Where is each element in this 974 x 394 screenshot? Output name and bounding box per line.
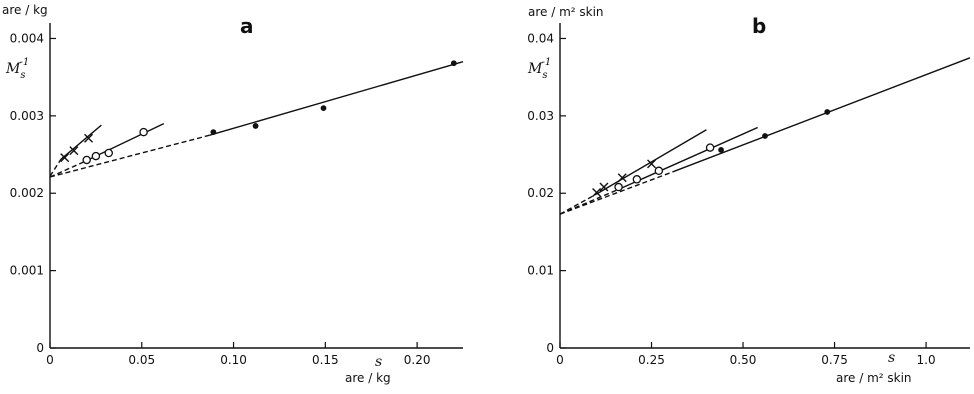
panel-b-cross-extrapolation-line: [559, 193, 597, 215]
panel-b-filled-dot-marker: [824, 109, 831, 115]
panel-b-letter: b: [752, 14, 766, 38]
panel-b-open-circle-marker: [654, 166, 664, 176]
panel-a-y-tick-label: 0: [36, 341, 44, 355]
panel-a-cross-marker: [69, 146, 79, 156]
panel-b-y-tick-label: 0.04: [527, 31, 554, 45]
panel-a-x-tick-label: 0.10: [220, 353, 247, 367]
cross-stroke: [69, 146, 79, 156]
panel-a-open-circle-marker: [91, 151, 101, 161]
panel-b-y-var-sup: -1: [541, 57, 551, 68]
panel-b-cross-marker: [617, 173, 627, 183]
panel-a-filled-dot-marker: [320, 105, 327, 112]
panel-a-y-var-sup: -1: [19, 57, 29, 68]
panel-b-x-tick-label: 0.75: [821, 353, 848, 367]
panel-b-cross-marker: [599, 182, 609, 192]
panel-b-y-tick-label: 0.02: [527, 186, 554, 200]
panel-a-x-unit: are / kg: [345, 371, 391, 385]
cross-stroke: [599, 182, 609, 192]
panel-a-filled-dot-marker: [450, 60, 457, 67]
cross-stroke: [617, 173, 627, 183]
panel-b-open-circle-fit-line: [618, 126, 758, 191]
panel-a-y-tick-label: 0.001: [10, 264, 44, 278]
panel-b-y-var-main: M: [527, 61, 543, 77]
panel-b-open-circle-marker: [705, 143, 715, 152]
panel-b-x-unit: are / m² skin: [836, 371, 912, 385]
panel-a-y-tick-label: 0.002: [10, 186, 44, 200]
panel-b-filled-dot-marker: [718, 147, 724, 153]
panel-a-letter: a: [240, 14, 254, 38]
panel-b-y-variable: Ms -1: [527, 57, 551, 81]
panel-a-cross-fit-line: [60, 124, 102, 160]
panel-a-filled-dot-marker: [252, 123, 259, 129]
panel-b-filled-dot-fit-line: [673, 57, 971, 173]
panel-b-y-tick-label: 0.03: [527, 109, 554, 123]
panel-a-filled-dot-marker: [210, 129, 217, 136]
panel-b-x-tick-label: 0.50: [730, 353, 757, 367]
panel-a-y-tick-label: 0.004: [10, 31, 44, 45]
panel-a-x-tick-label: 0.20: [404, 353, 431, 367]
panel-b-y-tick-label: 0: [546, 341, 554, 355]
panel-a-filled-dot-fit-line: [209, 61, 464, 136]
panel-a-open-circle-marker: [82, 155, 91, 165]
panel-b-x-tick-label: 0: [556, 353, 564, 367]
cross-stroke: [60, 153, 70, 163]
cross-stroke: [84, 133, 94, 143]
panel-a: a are / kg Ms -1 s are / kg: [2, 3, 391, 385]
cross-stroke: [592, 187, 602, 197]
panel-a-y-var-main: M: [5, 61, 21, 77]
panel-b-cross-marker: [592, 187, 602, 197]
panel-a-y-unit: are / kg: [2, 3, 48, 17]
panel-b: b are / m² skin Ms -1 s are / m² skin: [527, 5, 912, 385]
panel-a-cross-marker: [60, 153, 70, 163]
panel-b-open-circle-marker: [614, 182, 623, 192]
panel-b-x-variable: s: [888, 350, 895, 366]
panel-b-filled-dot-marker: [762, 133, 768, 139]
panel-b-cross-marker: [647, 159, 657, 169]
panel-b-filled-dot-extrapolation-line: [559, 170, 674, 215]
panel-a-cross-extrapolation-line: [49, 158, 62, 177]
cross-stroke: [647, 159, 657, 169]
panel-b-y-tick-label: 0.01: [527, 264, 554, 278]
panel-a-filled-dot-extrapolation-line: [49, 134, 210, 178]
panel-b-y-unit: are / m² skin: [528, 5, 604, 19]
panel-a-x-tick-label: 0.15: [312, 353, 339, 367]
panel-a-cross-marker: [84, 133, 94, 143]
panel-b-x-tick-label: 1.0: [917, 353, 936, 367]
panel-a-x-variable: s: [375, 354, 382, 370]
panel-a-y-var-sub: s: [20, 70, 25, 81]
panel-a-open-circle-marker: [139, 127, 148, 137]
panel-a-open-circle-marker: [104, 148, 113, 158]
panel-a-x-tick-label: 0: [46, 353, 54, 367]
panel-a-y-variable: Ms -1: [5, 57, 29, 81]
panel-b-cross-fit-line: [596, 129, 707, 195]
panel-b-y-var-sub: s: [542, 70, 547, 81]
panel-b-x-tick-label: 0.25: [638, 353, 665, 367]
panel-a-x-tick-label: 0.05: [128, 353, 155, 367]
panel-a-y-tick-label: 0.003: [10, 109, 44, 123]
panel-a-open-circle-extrapolation-line: [49, 161, 84, 178]
panel-b-open-circle-marker: [632, 175, 642, 184]
